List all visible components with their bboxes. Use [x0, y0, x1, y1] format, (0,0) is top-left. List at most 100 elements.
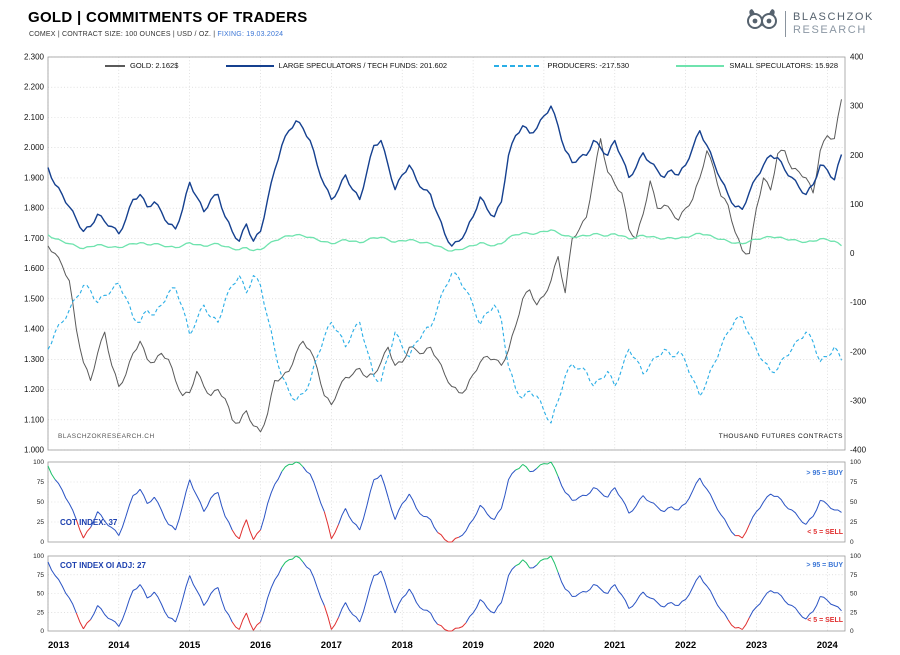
year-label: 2019 — [462, 640, 483, 651]
legend-label-producers: PRODUCERS: -217.530 — [547, 61, 630, 70]
right-axis-tick: -100 — [850, 298, 867, 307]
cot-index-oi-line-g — [281, 555, 559, 573]
small-speculators-line-swatch — [676, 64, 725, 67]
legend-label-small-speculators: SMALL SPECULATORS: 15.928 — [729, 61, 838, 70]
plot-frame — [47, 555, 846, 632]
year-label: 2023 — [746, 640, 767, 651]
cot-axis-tick: 75 — [850, 479, 858, 486]
series-large-speculators — [47, 105, 843, 247]
plot-frame — [47, 461, 846, 543]
right-axis-tick: -200 — [850, 347, 867, 356]
cot-axis-tick: 25 — [37, 609, 45, 616]
left-axis-tick: 2.000 — [24, 143, 45, 152]
cot-index-line-b — [54, 466, 842, 538]
cot-axis-tick: 0 — [40, 628, 44, 635]
left-axis-tick: 1.900 — [24, 173, 45, 182]
brand-line2: RESEARCH — [792, 24, 867, 36]
left-axis-tick: 1.800 — [24, 204, 45, 213]
left-axis-tick: 2.200 — [24, 83, 45, 92]
right-axis-tick: 400 — [850, 53, 864, 62]
cot-index-buy-note: > 95 = BUY — [806, 470, 843, 477]
year-label: 2020 — [533, 640, 554, 651]
cot-axis-tick: 0 — [40, 539, 44, 546]
series-producers — [47, 272, 843, 424]
cot-index-oi-line-b — [47, 561, 842, 627]
legend-item-producers: PRODUCERS: -217.530 — [494, 61, 629, 70]
page-title: GOLD | COMMITMENTS OF TRADERS — [28, 9, 308, 26]
legend-label-large-speculators: LARGE SPECULATORS / TECH FUNDS: 201.602 — [278, 61, 448, 70]
cot-axis-tick: 75 — [37, 572, 45, 579]
cot-axis-tick: 50 — [37, 591, 45, 598]
cot-axis-tick: 100 — [33, 459, 44, 466]
series-small-speculators — [47, 229, 842, 252]
producers-line-swatch — [494, 64, 543, 67]
cot-axis-tick: 50 — [850, 499, 858, 506]
right-axis-tick: 200 — [850, 151, 864, 160]
year-label: 2013 — [48, 640, 69, 651]
year-label: 2014 — [108, 640, 130, 651]
series-gold — [47, 99, 842, 433]
cot-axis-tick: 25 — [37, 519, 45, 526]
right-axis-tick: 0 — [850, 249, 855, 258]
cot-index-oi-label: COT INDEX OI ADJ: 27 — [60, 561, 146, 570]
right-axis-tick: 100 — [850, 200, 864, 209]
cot-axis-tick: 25 — [850, 519, 858, 526]
year-label: 2022 — [675, 640, 696, 651]
left-axis-tick: 1.500 — [24, 294, 45, 303]
legend-item-small-speculators: SMALL SPECULATORS: 15.928 — [676, 61, 838, 70]
right-axis-caption: THOUSAND FUTURES CONTRACTS — [718, 433, 843, 440]
cot-axis-tick: 25 — [850, 609, 858, 616]
left-axis-tick: 1.200 — [24, 385, 45, 394]
left-axis-tick: 1.000 — [24, 446, 45, 455]
cot-index-sell-note: < 5 = SELL — [807, 529, 843, 536]
left-axis-tick: 1.400 — [24, 325, 45, 334]
cot-axis-tick: 75 — [37, 479, 45, 486]
subtitle-contract-info: COMEX | CONTRACT SIZE: 100 OUNCES | USD … — [29, 31, 218, 38]
left-axis-tick: 1.700 — [24, 234, 45, 243]
brand-logo: BLASCHZOK RESEARCH — [745, 8, 874, 40]
left-axis-tick: 1.600 — [24, 264, 45, 273]
cot-index-line-r — [75, 511, 750, 543]
left-axis-tick: 1.300 — [24, 355, 45, 364]
cot-index-oi-sell-note: < 5 = SELL — [807, 617, 843, 624]
cot-axis-tick: 75 — [850, 572, 858, 579]
year-label: 2021 — [604, 640, 626, 651]
cot-axis-tick: 0 — [850, 628, 854, 635]
legend-item-large-speculators: LARGE SPECULATORS / TECH FUNDS: 201.602 — [225, 61, 448, 70]
left-axis-tick: 1.100 — [24, 415, 45, 424]
right-axis-tick: -400 — [850, 446, 867, 455]
cot-axis-tick: 100 — [33, 553, 44, 560]
left-axis-tick: 2.300 — [24, 53, 45, 62]
left-axis-tick: 2.100 — [24, 113, 45, 122]
cot-index-oi-buy-note: > 95 = BUY — [806, 562, 843, 569]
large-speculators-line-swatch — [225, 64, 274, 67]
cot-axis-tick: 50 — [850, 591, 858, 598]
plot-frame — [47, 56, 846, 451]
owl-icon — [745, 8, 779, 40]
legend-label-gold: GOLD: 2.162$ — [130, 61, 179, 70]
gold-line-swatch — [105, 64, 125, 67]
year-label: 2024 — [817, 640, 839, 651]
brand-name: BLASCHZOK RESEARCH — [784, 11, 874, 37]
cot-index-line-g — [47, 461, 559, 480]
cot-index-oi-line-r — [75, 605, 750, 632]
subtitle: COMEX | CONTRACT SIZE: 100 OUNCES | USD … — [29, 31, 283, 38]
cot-axis-tick: 50 — [37, 499, 45, 506]
chart-legend: GOLD: 2.162$ LARGE SPECULATORS / TECH FU… — [105, 61, 838, 70]
brand-line1: BLASCHZOK — [792, 11, 874, 24]
cot-axis-tick: 0 — [850, 539, 854, 546]
right-axis-tick: -300 — [850, 396, 867, 405]
right-axis-tick: 300 — [850, 102, 864, 111]
legend-item-gold: GOLD: 2.162$ — [105, 61, 178, 70]
year-label: 2016 — [250, 640, 271, 651]
year-label: 2015 — [179, 640, 201, 651]
year-label: 2018 — [392, 640, 413, 651]
cot-axis-tick: 100 — [850, 459, 861, 466]
subtitle-fixing-date: FIXING: 19.03.2024 — [217, 31, 284, 38]
cot-axis-tick: 100 — [850, 553, 861, 560]
cot-index-label: COT INDEX: 37 — [60, 518, 118, 527]
year-label: 2017 — [321, 640, 342, 651]
watermark: BLASCHZOKRESEARCH.CH — [58, 433, 155, 440]
